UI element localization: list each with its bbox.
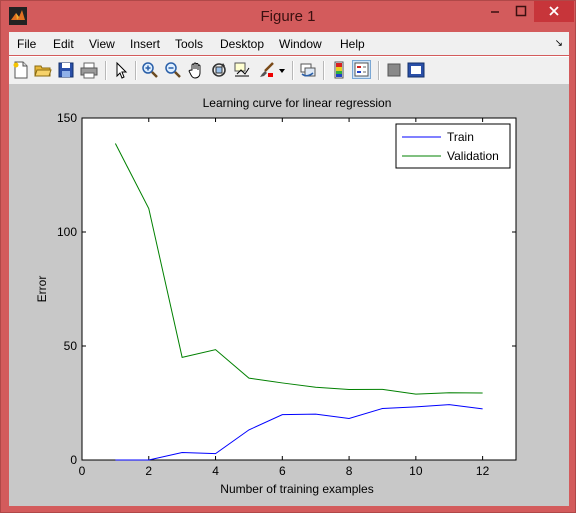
chart-title: Learning curve for linear regression xyxy=(203,96,392,110)
minimize-button[interactable] xyxy=(482,1,508,22)
menu-edit[interactable]: Edit xyxy=(53,37,74,51)
zoom-out-icon[interactable] xyxy=(164,61,182,79)
toolbar-separator xyxy=(323,61,325,80)
y-axis-label: Error xyxy=(35,276,49,303)
y-tick-label: 150 xyxy=(57,111,77,125)
x-tick-label: 0 xyxy=(79,464,86,478)
x-tick-label: 12 xyxy=(476,464,490,478)
figure-canvas: Learning curve for linear regression 0 2 4… xyxy=(9,84,569,506)
menu-file[interactable]: File xyxy=(17,37,37,51)
menu-insert[interactable]: Insert xyxy=(130,37,161,51)
toolbar-separator xyxy=(105,61,107,80)
window-title: Figure 1 xyxy=(260,8,316,25)
edit-plot-arrow-icon[interactable] xyxy=(112,61,130,79)
x-axis-label: Number of training examples xyxy=(220,482,373,496)
pan-hand-icon[interactable] xyxy=(187,61,205,79)
insert-legend-icon[interactable] xyxy=(352,60,371,79)
y-tick-label: 50 xyxy=(64,339,78,353)
series-lines xyxy=(114,143,483,461)
toolbar-separator xyxy=(378,61,380,80)
series-line-train xyxy=(115,404,483,461)
chart-legend[interactable]: Train Validation xyxy=(395,123,511,169)
menu-desktop[interactable]: Desktop xyxy=(220,37,265,51)
x-tick-label: 8 xyxy=(346,464,353,478)
open-file-icon[interactable] xyxy=(34,61,52,79)
dock-figure-icon[interactable]: ↘ xyxy=(554,38,563,49)
menu-help[interactable]: Help xyxy=(340,37,365,51)
axes-box[interactable] xyxy=(81,117,517,461)
print-icon[interactable] xyxy=(80,61,98,79)
y-tick-label: 100 xyxy=(57,225,77,239)
brush-dropdown-icon[interactable] xyxy=(277,61,287,79)
title-bar[interactable]: Figure 1 xyxy=(1,1,575,32)
maximize-button[interactable] xyxy=(508,1,534,22)
x-tick-label: 10 xyxy=(409,464,423,478)
x-tick-label: 4 xyxy=(212,464,219,478)
figure-toolbar xyxy=(9,56,569,85)
y-tick-label: 0 xyxy=(70,453,77,467)
plot-area[interactable]: Learning curve for linear regression 0 2 4… xyxy=(9,84,569,506)
zoom-in-icon[interactable] xyxy=(141,61,159,79)
legend-label-train: Train xyxy=(447,130,474,144)
matlab-logo-icon xyxy=(9,7,27,25)
hide-plot-tools-icon[interactable] xyxy=(385,61,403,79)
new-figure-icon[interactable] xyxy=(12,61,30,79)
link-plot-icon[interactable] xyxy=(299,61,317,79)
show-plot-tools-icon[interactable] xyxy=(407,61,425,79)
x-tick-label: 6 xyxy=(279,464,286,478)
menu-tools[interactable]: Tools xyxy=(175,37,204,51)
save-icon[interactable] xyxy=(57,61,75,79)
series-line-validation xyxy=(114,143,483,395)
data-cursor-icon[interactable] xyxy=(233,61,251,79)
brush-icon[interactable] xyxy=(257,61,275,79)
legend-box xyxy=(395,123,511,169)
axis-ticks: 0 2 4 6 8 10 12 0 50 100 150 xyxy=(57,111,516,478)
rotate-3d-icon[interactable] xyxy=(210,61,228,79)
insert-colorbar-icon[interactable] xyxy=(330,61,348,79)
menu-window[interactable]: Window xyxy=(279,37,322,51)
toolbar-separator xyxy=(292,61,294,80)
menu-bar: File Edit View Insert Tools Desktop Wind… xyxy=(9,32,569,55)
legend-label-validation: Validation xyxy=(447,149,499,163)
close-button[interactable] xyxy=(534,1,574,22)
toolbar-separator xyxy=(135,61,137,80)
x-tick-label: 2 xyxy=(145,464,152,478)
menu-view[interactable]: View xyxy=(89,37,115,51)
